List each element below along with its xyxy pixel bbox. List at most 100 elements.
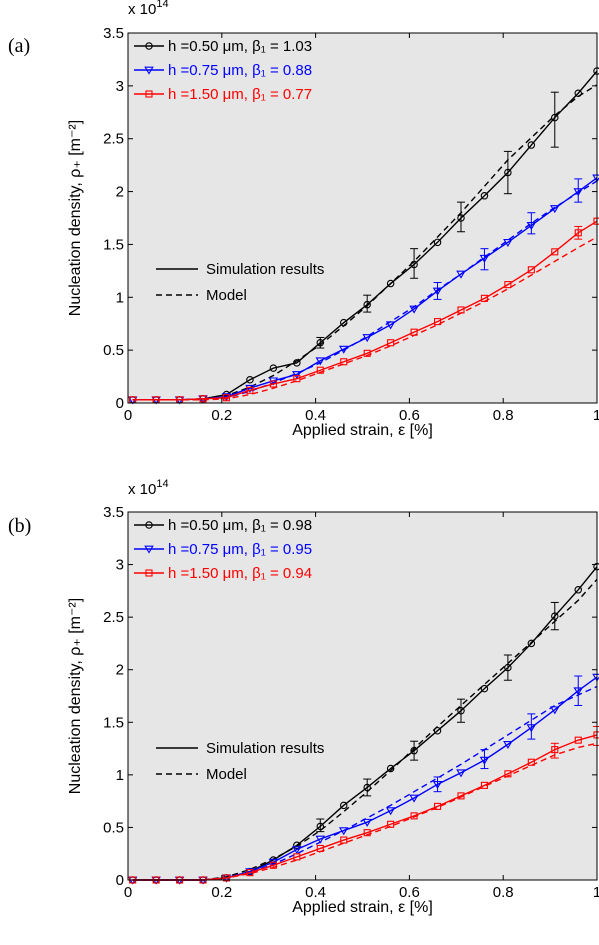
- y-tick-label: 3: [116, 78, 124, 95]
- data-point: [315, 835, 326, 844]
- data-point: [456, 769, 466, 778]
- style-legend-label: Simulation results: [206, 740, 324, 757]
- data-point: [410, 328, 418, 336]
- data-point: [386, 279, 395, 288]
- data-point: [292, 846, 302, 855]
- data-point: [504, 663, 512, 672]
- data-point: [340, 358, 348, 366]
- style-legend-solid: Simulation results: [156, 261, 324, 278]
- data-point: [269, 364, 278, 372]
- error-bar: [456, 698, 465, 723]
- data-point: [504, 770, 512, 778]
- error-bar: [527, 212, 536, 235]
- data-point: [503, 238, 513, 247]
- x-tick-label: 0.6: [399, 884, 420, 901]
- data-point: [574, 586, 582, 594]
- data-point: [145, 90, 153, 98]
- data-point: [574, 229, 582, 237]
- data-point: [456, 270, 466, 279]
- error-bar: [480, 248, 489, 271]
- data-point: [527, 758, 535, 766]
- data-point: [363, 349, 371, 357]
- y-tick-label: 2: [116, 184, 124, 201]
- data-point: [457, 706, 465, 715]
- data-point: [574, 736, 582, 744]
- data-point: [338, 827, 349, 836]
- style-legend-dashed: Model: [156, 287, 247, 304]
- data-point: [573, 687, 584, 696]
- legend-item: h =1.50 μm, β₁ = 0.77: [134, 86, 312, 103]
- data-point: [339, 801, 348, 810]
- data-point: [362, 818, 372, 827]
- legend-label: h =0.75 μm, β₁ = 0.95: [168, 541, 312, 558]
- y-tick-label: 3.5: [103, 504, 124, 521]
- y-tick-label: 2.5: [103, 131, 124, 148]
- error-bar: [363, 778, 372, 797]
- data-point: [338, 345, 349, 354]
- x-tick-label: 0.2: [211, 407, 232, 424]
- data-point: [550, 205, 560, 214]
- error-bar: [456, 201, 465, 233]
- data-point: [363, 829, 371, 837]
- y-tick-label: 0.5: [103, 819, 124, 836]
- chart-marks: [127, 67, 599, 405]
- legend-label: h =0.50 μm, β₁ = 1.03: [168, 38, 312, 55]
- y-tick-label: 2.5: [103, 609, 124, 626]
- data-point: [246, 375, 254, 384]
- x-tick-label: 0: [124, 407, 132, 424]
- x-tick-label: 1: [593, 884, 599, 901]
- data-point: [144, 66, 154, 75]
- error-bar: [550, 601, 559, 631]
- data-point: [480, 294, 488, 302]
- data-point: [432, 780, 443, 789]
- data-point: [480, 192, 489, 200]
- legend: h =0.50 μm, β₁ = 1.03 h =0.75 μm, β₁ = 0.…: [134, 38, 312, 103]
- x-tick-label: 1: [593, 407, 599, 424]
- style-legend-solid: Simulation results: [156, 740, 324, 757]
- data-point: [316, 822, 325, 831]
- data-point: [144, 545, 154, 554]
- data-point: [316, 366, 324, 374]
- y-tick-label: 1.5: [103, 714, 124, 731]
- data-point: [145, 42, 153, 50]
- style-legend-label: Simulation results: [206, 261, 324, 278]
- panel-label: (b): [8, 515, 31, 537]
- legend-label: h =1.50 μm, β₁ = 0.77: [168, 86, 312, 103]
- x-tick-label: 0.8: [493, 407, 514, 424]
- data-point: [409, 305, 419, 314]
- x-tick-label: 0.8: [493, 884, 514, 901]
- error-bar: [550, 742, 559, 759]
- data-point: [550, 706, 560, 715]
- model-line: [132, 236, 598, 401]
- data-point: [504, 281, 512, 289]
- data-point: [363, 783, 371, 792]
- data-point: [574, 89, 582, 98]
- data-point: [293, 375, 301, 383]
- data-point: [504, 168, 512, 177]
- data-point: [316, 338, 325, 347]
- panel-label: (a): [8, 35, 30, 57]
- error-bar: [433, 281, 442, 300]
- data-point: [385, 807, 396, 816]
- x-tick-label: 0.6: [399, 407, 420, 424]
- chart-marks: [127, 562, 599, 885]
- y-tick-label: 0.5: [103, 342, 124, 359]
- legend-item: h =1.50 μm, β₁ = 0.94: [134, 565, 312, 582]
- data-point: [526, 724, 537, 733]
- data-point: [410, 260, 418, 269]
- data-point: [410, 746, 418, 755]
- y-multiplier: x 1014: [128, 0, 169, 18]
- data-point: [527, 141, 536, 149]
- x-tick-label: 0.4: [305, 407, 326, 424]
- axes-frame: [127, 32, 598, 404]
- y-tick-label: 0: [116, 395, 124, 412]
- data-point: [386, 764, 395, 773]
- legend-item: h =0.75 μm, β₁ = 0.95: [134, 541, 312, 558]
- data-point: [246, 386, 254, 394]
- simulation-line: [132, 734, 598, 881]
- series-2: [129, 217, 599, 404]
- data-point: [457, 214, 465, 222]
- y-tick-label: 1: [116, 289, 124, 306]
- error-bar: [410, 740, 419, 761]
- data-point: [409, 794, 419, 803]
